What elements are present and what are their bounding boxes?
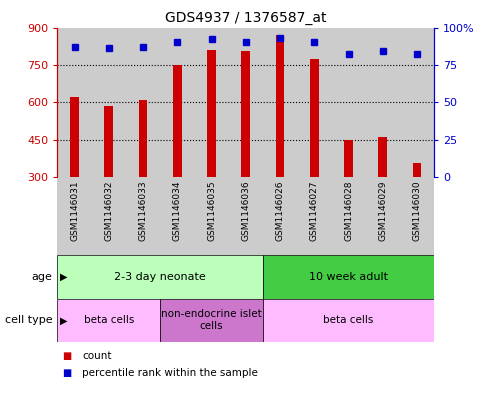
Text: cell type: cell type: [5, 315, 52, 325]
Bar: [378, 137, 387, 177]
Text: GSM1146030: GSM1146030: [413, 181, 422, 241]
Bar: [297, 177, 331, 255]
Bar: [263, 177, 297, 255]
Bar: [126, 28, 160, 177]
Text: percentile rank within the sample: percentile rank within the sample: [82, 368, 258, 378]
Bar: [413, 163, 421, 177]
Text: GSM1146029: GSM1146029: [378, 181, 387, 241]
Text: beta cells: beta cells: [83, 315, 134, 325]
Bar: [57, 177, 92, 255]
Text: GSM1146028: GSM1146028: [344, 181, 353, 241]
Text: ▶: ▶: [60, 315, 67, 325]
Bar: [263, 299, 434, 342]
Text: beta cells: beta cells: [323, 315, 374, 325]
Text: count: count: [82, 351, 112, 361]
Text: GSM1146027: GSM1146027: [310, 181, 319, 241]
Bar: [139, 100, 147, 177]
Bar: [70, 97, 79, 177]
Bar: [331, 28, 366, 177]
Bar: [263, 28, 297, 177]
Title: GDS4937 / 1376587_at: GDS4937 / 1376587_at: [165, 11, 326, 25]
Bar: [195, 177, 229, 255]
Bar: [229, 28, 263, 177]
Text: GSM1146034: GSM1146034: [173, 181, 182, 241]
Text: GSM1146026: GSM1146026: [275, 181, 284, 241]
Bar: [160, 177, 195, 255]
Bar: [92, 28, 126, 177]
Text: non-endocrine islet
cells: non-endocrine islet cells: [161, 310, 262, 331]
Bar: [242, 51, 250, 177]
Bar: [366, 177, 400, 255]
Text: ▶: ▶: [60, 272, 67, 282]
Text: GSM1146031: GSM1146031: [70, 181, 79, 241]
Text: 10 week adult: 10 week adult: [309, 272, 388, 282]
Bar: [344, 140, 353, 177]
Text: GSM1146032: GSM1146032: [104, 181, 113, 241]
Bar: [57, 299, 160, 342]
Bar: [160, 28, 195, 177]
Bar: [173, 65, 182, 177]
Bar: [400, 177, 434, 255]
Bar: [92, 177, 126, 255]
Bar: [57, 255, 263, 299]
Bar: [310, 59, 318, 177]
Text: GSM1146036: GSM1146036: [241, 181, 250, 241]
Bar: [195, 28, 229, 177]
Bar: [160, 299, 263, 342]
Bar: [104, 106, 113, 177]
Bar: [263, 255, 434, 299]
Text: ■: ■: [62, 351, 72, 361]
Text: ■: ■: [62, 368, 72, 378]
Bar: [400, 28, 434, 177]
Bar: [331, 177, 366, 255]
Text: age: age: [31, 272, 52, 282]
Bar: [207, 50, 216, 177]
Text: 2-3 day neonate: 2-3 day neonate: [114, 272, 206, 282]
Bar: [366, 28, 400, 177]
Bar: [229, 177, 263, 255]
Bar: [126, 177, 160, 255]
Text: GSM1146033: GSM1146033: [139, 181, 148, 241]
Bar: [297, 28, 331, 177]
Text: GSM1146035: GSM1146035: [207, 181, 216, 241]
Bar: [276, 35, 284, 177]
Bar: [57, 28, 92, 177]
